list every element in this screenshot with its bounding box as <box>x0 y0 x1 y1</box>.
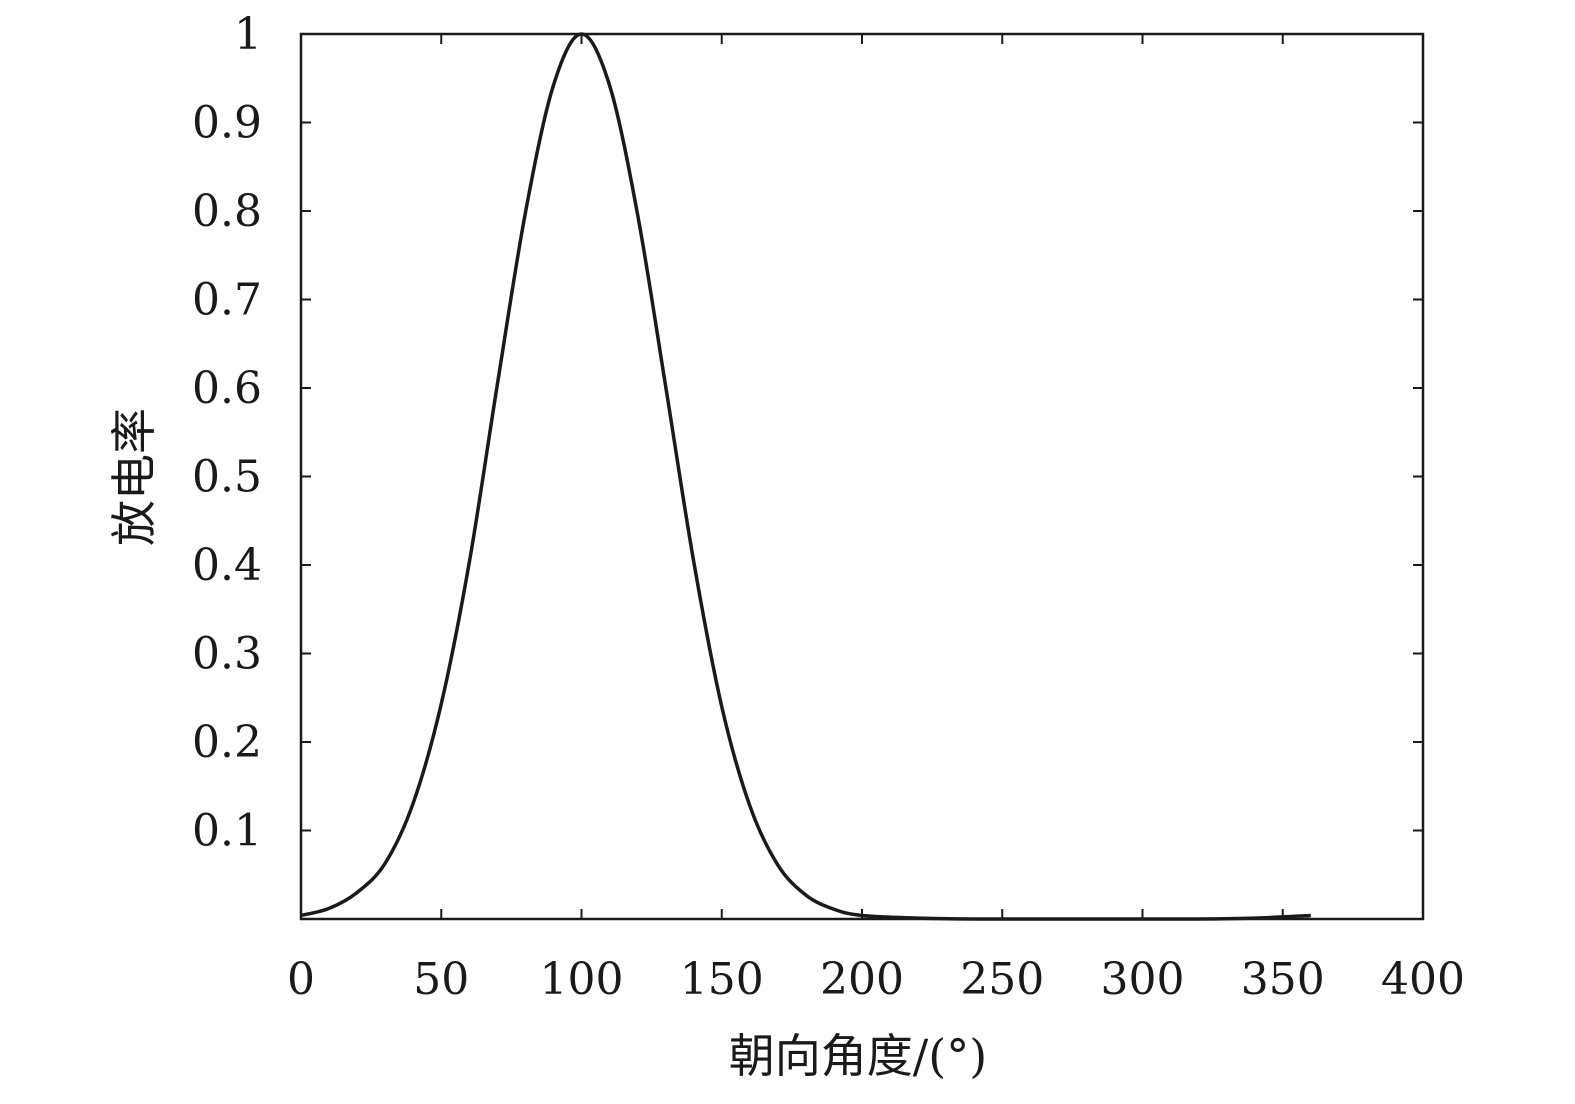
x-tick-label: 200 <box>820 954 904 1005</box>
y-tick-label: 0.1 <box>192 806 262 857</box>
y-tick-label: 0.4 <box>192 540 262 591</box>
x-tick-label: 300 <box>1101 954 1185 1005</box>
y-tick-label: 0.7 <box>192 275 262 326</box>
x-tick-label: 400 <box>1381 954 1465 1005</box>
y-tick-label: 1 <box>234 9 262 60</box>
y-tick-labels: 0.1 0.2 0.3 0.4 0.5 0.6 0.7 0.8 0.9 1 <box>192 9 262 857</box>
x-tick-label: 250 <box>960 954 1044 1005</box>
x-tick-label: 350 <box>1241 954 1325 1005</box>
y-tick-label: 0.2 <box>192 717 262 768</box>
y-tick-label: 0.6 <box>192 363 262 414</box>
plot-frame <box>299 32 1425 921</box>
tick-marks <box>301 34 1423 919</box>
x-tick-label: 150 <box>680 954 764 1005</box>
x-tick-label: 100 <box>540 954 624 1005</box>
x-tick-labels: 0 50 100 150 200 250 300 350 400 <box>287 954 1465 1005</box>
y-tick-label: 0.5 <box>192 452 262 503</box>
y-tick-label: 0.9 <box>192 98 262 149</box>
x-tick-label: 50 <box>413 954 469 1005</box>
x-axis-label: 朝向角度/(°) <box>729 1029 987 1083</box>
y-axis-label: 放电率 <box>107 408 161 546</box>
y-tick-label: 0.8 <box>192 186 262 237</box>
series-line <box>300 32 1311 921</box>
x-tick-label: 0 <box>287 954 315 1005</box>
y-tick-label: 0.3 <box>192 629 262 680</box>
